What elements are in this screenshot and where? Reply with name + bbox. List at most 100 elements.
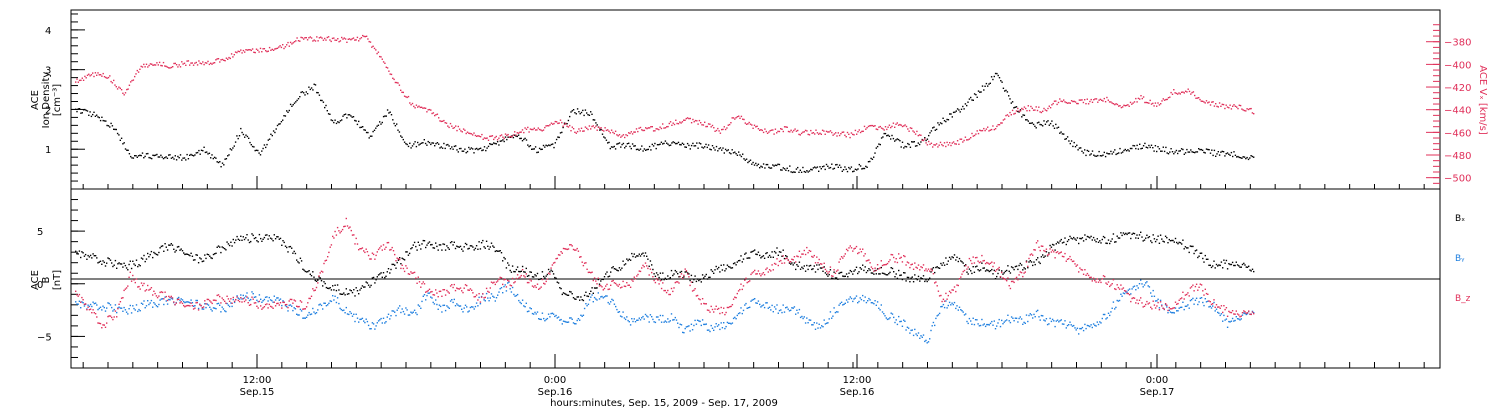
velocity-point: [1186, 91, 1188, 93]
density-point: [929, 132, 931, 134]
velocity-point: [1034, 109, 1036, 111]
bx-point: [257, 241, 259, 243]
bz-point: [802, 253, 804, 255]
bx-point: [770, 256, 772, 258]
by-point: [407, 314, 410, 316]
bz-point: [515, 277, 518, 280]
density-point: [1253, 156, 1255, 158]
velocity-point: [924, 138, 926, 140]
density-point: [728, 152, 731, 154]
velocity-point: [768, 131, 770, 133]
bx-point: [1040, 256, 1043, 258]
bx-point: [163, 250, 165, 252]
bx-point: [1136, 234, 1138, 236]
density-point: [272, 130, 275, 132]
bz-point: [277, 302, 279, 304]
velocity-point: [1228, 107, 1230, 109]
bz-point: [370, 258, 372, 260]
bz-point: [1086, 272, 1089, 275]
bz-point: [962, 270, 964, 273]
density-point: [88, 114, 90, 116]
velocity-point: [111, 82, 114, 84]
density-point: [876, 145, 879, 148]
by-point: [1116, 299, 1118, 302]
velocity-point: [1065, 101, 1067, 104]
by-point: [1154, 300, 1157, 302]
bz-point: [543, 282, 545, 285]
density-point: [630, 147, 632, 150]
by-point: [627, 319, 629, 322]
bz-point: [1066, 258, 1069, 260]
velocity-point: [1047, 107, 1049, 110]
bz-point: [1158, 309, 1161, 311]
bx-point: [905, 280, 907, 282]
density-point: [278, 123, 280, 125]
by-point: [119, 307, 122, 309]
bx-point: [366, 282, 369, 284]
bz-point: [186, 304, 189, 307]
by-point: [1238, 318, 1240, 320]
bx-point: [963, 265, 966, 267]
velocity-point: [764, 128, 766, 130]
bx-point: [596, 287, 598, 289]
bz-point: [1123, 290, 1126, 292]
by-point: [951, 302, 953, 304]
bx-point: [1186, 247, 1188, 249]
bz-point: [237, 299, 239, 302]
density-point: [208, 152, 211, 154]
bx-point: [354, 295, 356, 297]
bx-point: [569, 290, 571, 293]
bx-point: [1053, 244, 1055, 246]
velocity-point: [951, 142, 953, 144]
bz-point: [319, 272, 321, 274]
velocity-point: [815, 129, 817, 131]
density-point: [626, 143, 629, 145]
density-point: [905, 146, 908, 148]
bz-point: [1169, 308, 1172, 310]
velocity-point: [645, 127, 647, 129]
bz-point: [412, 272, 414, 274]
bx-point: [941, 264, 943, 266]
density-point: [962, 105, 964, 108]
density-point: [473, 152, 475, 154]
bx-point: [1044, 255, 1046, 257]
velocity-point: [359, 38, 361, 40]
velocity-point: [438, 117, 440, 119]
density-point: [760, 165, 762, 167]
velocity-point: [842, 131, 845, 133]
bx-point: [659, 272, 662, 274]
velocity-point: [194, 62, 196, 64]
by-point: [920, 335, 922, 337]
velocity-point: [187, 60, 190, 62]
density-point: [925, 139, 927, 142]
bx-point: [860, 268, 863, 270]
bx-point: [1147, 236, 1149, 239]
velocity-point: [436, 113, 439, 115]
velocity-point: [494, 136, 496, 139]
bx-point: [462, 250, 464, 252]
by-point: [185, 301, 187, 303]
bx-point: [1177, 243, 1179, 245]
bx-point: [376, 276, 378, 278]
bx-point: [247, 239, 249, 241]
velocity-point: [1179, 93, 1181, 95]
by-point: [160, 298, 163, 300]
x-tick-label-date-2: Sep.16: [538, 387, 573, 398]
by-point: [639, 319, 642, 321]
by-point: [1045, 318, 1048, 320]
bz-point: [350, 229, 352, 232]
bz-point: [158, 295, 160, 297]
bx-point: [127, 269, 129, 271]
bx-point: [863, 269, 865, 272]
density-point: [988, 83, 990, 85]
bx-point: [759, 254, 761, 257]
by-point: [705, 323, 707, 325]
velocity-point: [930, 142, 933, 144]
velocity-point: [601, 129, 604, 131]
density-point: [672, 141, 674, 143]
bx-point: [741, 261, 743, 263]
velocity-point: [901, 125, 904, 128]
bx-point: [299, 257, 302, 259]
velocity-point: [748, 121, 750, 124]
bx-point: [1099, 240, 1101, 242]
